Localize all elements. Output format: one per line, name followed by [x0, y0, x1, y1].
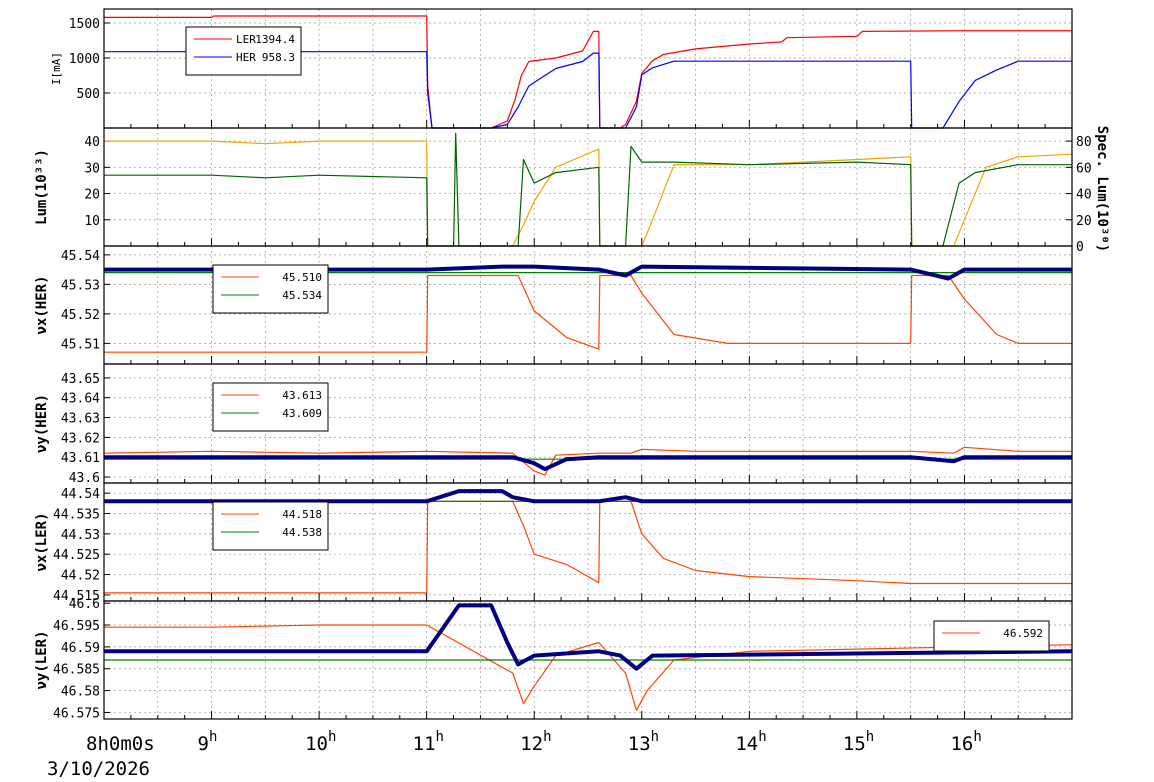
legend-box — [185, 26, 302, 76]
y-tick-label: 46.58 — [61, 685, 100, 700]
y-tick-label: 500 — [77, 87, 100, 102]
series-line-navy — [104, 264, 1072, 281]
y-tick-label: 10 — [84, 214, 100, 229]
legend-name: LER — [236, 33, 256, 46]
y-tick-label: 46.585 — [53, 663, 100, 678]
legend-box — [212, 501, 329, 551]
y-tick-label: 44.54 — [61, 487, 100, 502]
x-tick-label: 11h — [413, 729, 444, 755]
y-tick-label: 45.52 — [61, 308, 100, 323]
y-tick-label: 44.515 — [53, 589, 100, 604]
y-tick-label: 20 — [84, 188, 100, 203]
date-label: 3/10/2026 — [47, 758, 150, 780]
series-line-red — [104, 624, 1073, 711]
y-tick-label: 43.6 — [69, 471, 100, 486]
panel-nuy-ler: 46.575 46.58 46.585 46.59 46.595 46.6 νy(LER) 4… — [34, 597, 1073, 721]
legend-box — [933, 620, 1050, 652]
y-tick-label: 44.53 — [61, 528, 100, 543]
y-axis-label: νy(HER) — [34, 394, 50, 453]
legend-box — [212, 264, 329, 314]
panel-luminosity: 10 20 30 40 0 20 40 60 80 Spec. Lum(10³⁰) Lum(10³³… — [34, 126, 1110, 255]
x-tick-label: 14h — [735, 729, 766, 755]
legend-value: 43.613 — [282, 389, 322, 402]
legend-value: 46.592 — [1003, 627, 1043, 640]
y-tick-label: 46.6 — [69, 597, 100, 612]
y-tick-label: 45.54 — [61, 249, 100, 264]
y-tick-label: 40 — [84, 135, 100, 150]
y-tick-label: 1000 — [69, 52, 100, 67]
panel-nux-her: 45.51 45.52 45.53 45.54 νx(HER) 45.510 45.534 — [34, 245, 1073, 365]
y-tick-label: 30 — [84, 161, 100, 176]
y-axis-label: Lum(10³³) — [34, 149, 50, 225]
series-line-red — [103, 446, 1072, 476]
series-line-navy — [104, 489, 1072, 504]
legend: 46.592 — [933, 620, 1050, 652]
panel-beam-current: 500 1000 1500 I[mA] LER 1394.4 HER 958.3 — [50, 8, 1073, 129]
y-tick-label: 46.575 — [53, 706, 100, 721]
y-tick-label: 43.63 — [61, 412, 100, 427]
legend-value: 958.3 — [262, 51, 295, 64]
x-start-label: 8h0m0s — [86, 733, 155, 755]
x-tick-label: 9h — [198, 729, 218, 755]
y-right-tick-label: 40 — [1076, 188, 1092, 203]
legend: 45.510 45.534 — [212, 264, 329, 314]
legend: LER 1394.4 HER 958.3 — [185, 26, 302, 76]
series-line-navy — [104, 603, 1073, 671]
panel-nuy-her: 43.6 43.61 43.62 43.63 43.64 43.65 νy(HER) 43.6… — [34, 363, 1073, 486]
y-right-tick-label: 60 — [1076, 161, 1092, 176]
legend-value: 45.534 — [282, 289, 322, 302]
y-tick-label: 45.51 — [61, 337, 100, 352]
y-tick-label: 44.525 — [53, 548, 100, 563]
y-tick-label: 43.61 — [61, 451, 100, 466]
y-tick-label: 46.59 — [61, 641, 100, 656]
legend-box — [212, 382, 329, 432]
y-axis-label: νx(HER) — [34, 275, 50, 334]
legend-value: 1394.4 — [255, 33, 295, 46]
y-axis-label: νy(LER) — [34, 630, 50, 689]
y-right-tick-label: 0 — [1076, 240, 1084, 255]
y-tick-label: 1500 — [69, 17, 100, 32]
series-line-red — [104, 274, 1072, 353]
y-tick-label: 44.535 — [53, 508, 100, 523]
y-axis-label: I[mA] — [50, 52, 63, 85]
x-tick-label: 13h — [628, 729, 659, 755]
y-right-tick-label: 20 — [1076, 214, 1092, 229]
legend-value: 45.510 — [282, 271, 322, 284]
x-tick-label: 12h — [520, 729, 551, 755]
legend-value: 44.518 — [282, 508, 322, 521]
y-tick-label: 43.64 — [61, 392, 100, 407]
y-tick-label: 46.595 — [53, 619, 100, 634]
series-line-navy — [104, 455, 1072, 472]
y-tick-label: 43.65 — [61, 372, 100, 387]
y-right-axis-label: Spec. Lum(10³⁰) — [1094, 126, 1110, 252]
x-tick-label: 16h — [950, 729, 981, 755]
y-tick-label: 45.53 — [61, 278, 100, 293]
legend-value: 43.609 — [282, 407, 322, 420]
legend: 44.518 44.538 — [212, 501, 329, 551]
legend-value: 44.538 — [282, 526, 322, 539]
panel-nux-ler: 44.515 44.52 44.525 44.53 44.535 44.54 νx(LER)… — [34, 482, 1073, 604]
legend: 43.613 43.609 — [212, 382, 329, 432]
x-tick-label: 15h — [843, 729, 874, 755]
x-tick-label: 10h — [305, 729, 336, 755]
y-right-tick-label: 80 — [1076, 135, 1092, 150]
y-axis-label: νx(LER) — [34, 512, 50, 571]
y-tick-label: 44.52 — [61, 569, 100, 584]
legend-name: HER — [236, 51, 256, 64]
y-tick-label: 43.62 — [61, 431, 100, 446]
